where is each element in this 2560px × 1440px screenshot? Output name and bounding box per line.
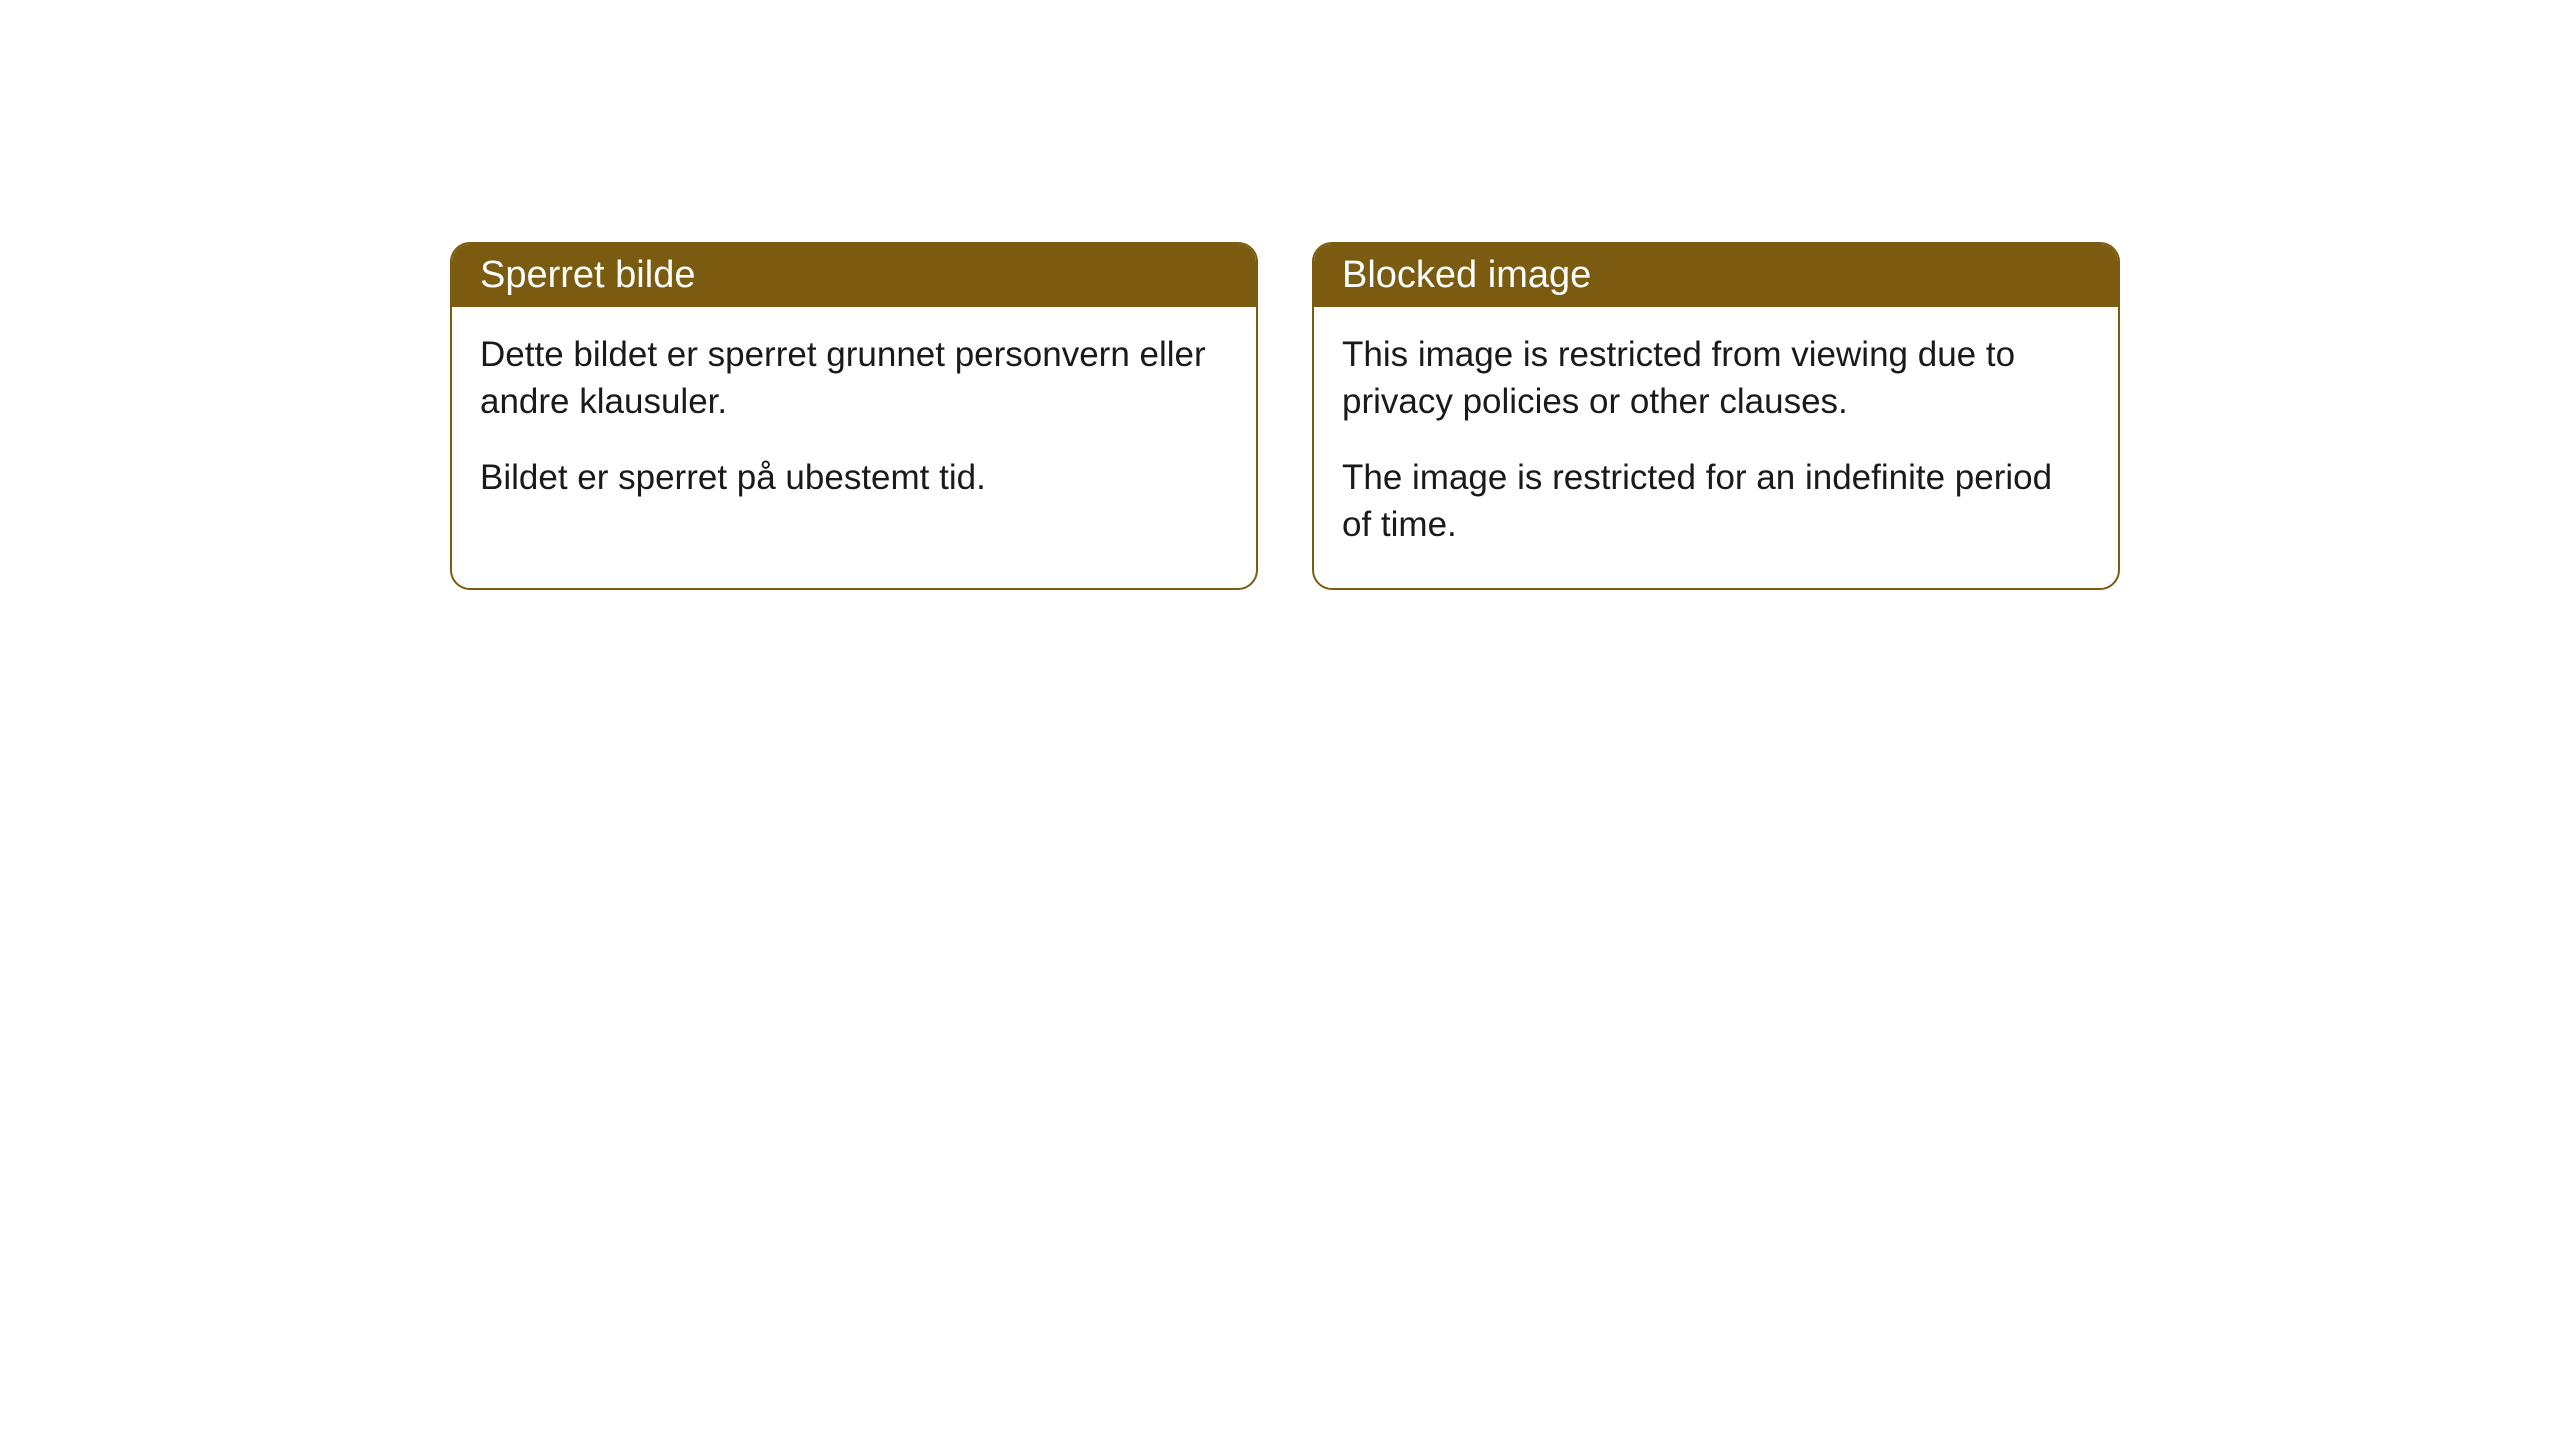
card-paragraph-1: This image is restricted from viewing du… [1342, 331, 2090, 426]
card-title: Blocked image [1342, 254, 1591, 296]
card-header-norwegian: Sperret bilde [452, 244, 1256, 307]
card-title: Sperret bilde [480, 254, 695, 296]
card-body-english: This image is restricted from viewing du… [1314, 307, 2118, 588]
card-paragraph-2: The image is restricted for an indefinit… [1342, 454, 2090, 549]
card-header-english: Blocked image [1314, 244, 2118, 307]
card-body-norwegian: Dette bildet er sperret grunnet personve… [452, 307, 1256, 541]
blocked-image-card-norwegian: Sperret bilde Dette bildet er sperret gr… [450, 242, 1258, 590]
card-paragraph-2: Bildet er sperret på ubestemt tid. [480, 454, 1228, 501]
card-paragraph-1: Dette bildet er sperret grunnet personve… [480, 331, 1228, 426]
blocked-image-card-english: Blocked image This image is restricted f… [1312, 242, 2120, 590]
cards-container: Sperret bilde Dette bildet er sperret gr… [0, 0, 2560, 590]
